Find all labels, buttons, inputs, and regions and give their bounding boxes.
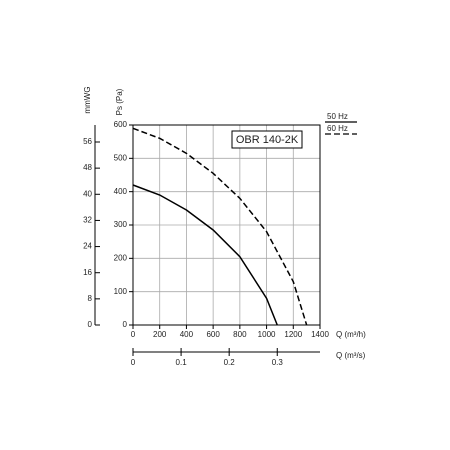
y2-tick-label: 32	[83, 216, 92, 225]
x-tick-label: 1200	[284, 330, 302, 339]
plot-frame	[132, 124, 321, 326]
x-axis-label: Q (m³/h)	[336, 330, 366, 339]
y2-tick-label: 24	[83, 242, 92, 251]
line-series	[132, 184, 278, 326]
y2-tick-label: 16	[83, 268, 92, 277]
title-box	[231, 130, 303, 149]
x-tick-label: 400	[180, 330, 194, 339]
y2-tick-label: 0	[88, 320, 93, 329]
x2-tick-label: 0.2	[224, 358, 236, 367]
x-tick-label: 1000	[258, 330, 276, 339]
y2-tick-label: 40	[83, 189, 92, 198]
y2-tick-label: 56	[83, 137, 92, 146]
x-tick-label: 0	[131, 330, 136, 339]
y-tick-label: 0	[123, 320, 128, 329]
y-tick-label: 600	[114, 120, 128, 129]
y-axis-label: Ps (Pa)	[115, 88, 124, 115]
y2-tick-label: 8	[88, 294, 93, 303]
x-tick-label: 1400	[311, 330, 329, 339]
x2-axis-label: Q (m³/s)	[336, 351, 366, 360]
y-tick-label: 500	[114, 153, 128, 162]
y-tick-label: 200	[114, 253, 128, 262]
legend-label: 50 Hz	[327, 112, 348, 121]
x2-tick-label: 0.1	[176, 358, 188, 367]
x-tick-label: 200	[153, 330, 167, 339]
x-tick-label: 800	[233, 330, 247, 339]
y2-axis-label: mmWG	[83, 86, 92, 113]
legend-label: 60 Hz	[327, 124, 348, 133]
x2-tick-label: 0.3	[272, 358, 284, 367]
y-tick-label: 400	[114, 187, 128, 196]
x2-tick-label: 0	[131, 358, 136, 367]
y-tick-label: 100	[114, 287, 128, 296]
y2-tick-label: 48	[83, 163, 92, 172]
y-tick-label: 300	[114, 220, 128, 229]
chart-title: OBR 140-2K	[236, 134, 299, 146]
line-series	[132, 127, 308, 326]
x-tick-label: 600	[206, 330, 220, 339]
